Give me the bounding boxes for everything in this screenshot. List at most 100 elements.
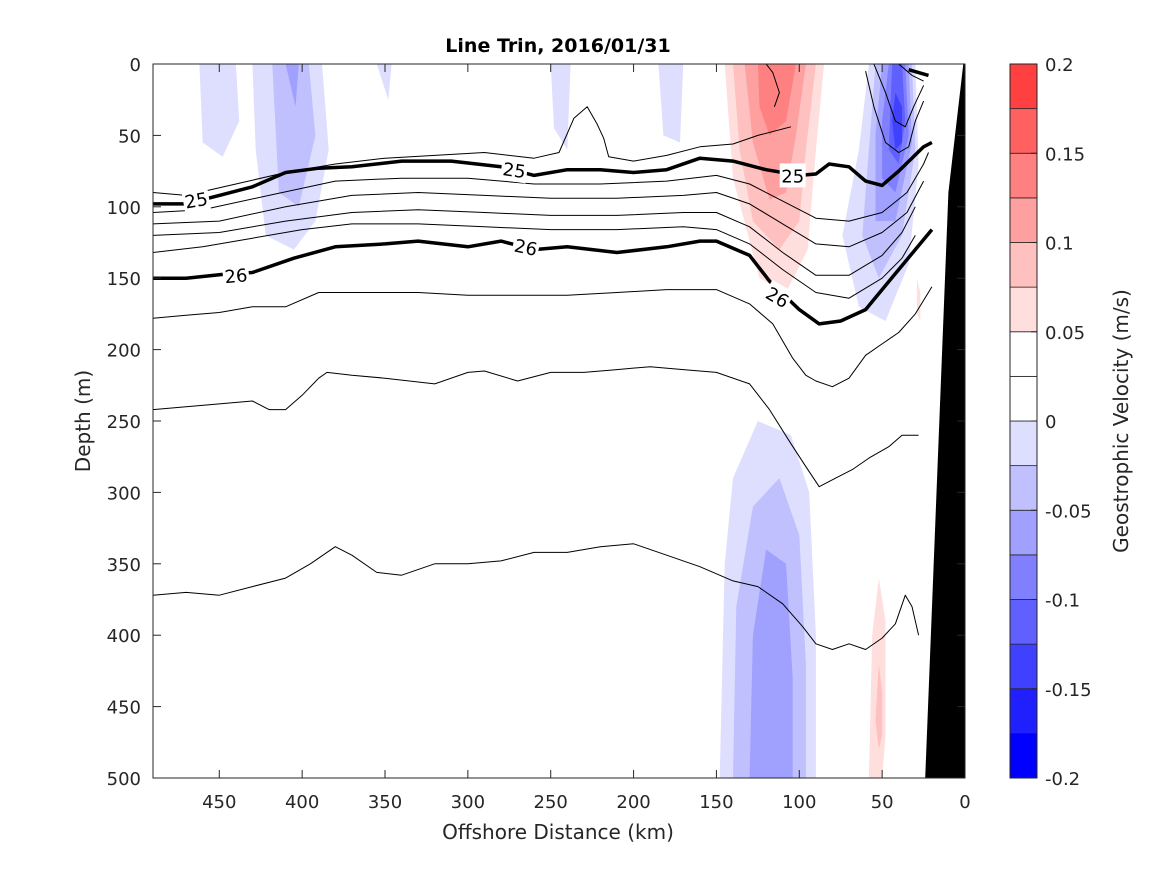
colorbar-swatches <box>1009 63 1038 779</box>
y-tick-label: 0 <box>130 55 141 76</box>
colorbar-tick-label: 0 <box>1045 412 1056 433</box>
colorbar-swatch <box>1009 420 1038 467</box>
isopycnal-line <box>153 223 916 299</box>
colorbar-frame <box>1009 63 1038 779</box>
colorbar-swatch <box>1009 554 1038 600</box>
colorbar-tick-label: -0.2 <box>1045 769 1080 790</box>
x-tick-label: 350 <box>368 792 402 813</box>
contour-label-text: 25 <box>183 189 209 214</box>
contour-label: 25 <box>499 156 529 184</box>
isopycnal-line <box>765 64 780 107</box>
y-tick-label: 350 <box>107 555 141 576</box>
velocity-region <box>199 64 240 157</box>
contour-label: 25 <box>181 185 211 214</box>
y-tick-label: 400 <box>107 626 141 647</box>
colorbar-swatch <box>1009 242 1038 288</box>
isopycnal-line <box>898 64 924 82</box>
x-tick-label: 100 <box>782 792 816 813</box>
velocity-region <box>260 428 309 778</box>
contour-label-background <box>760 279 795 314</box>
chart-title: Line Trin, 2016/01/31 <box>445 35 670 57</box>
isopycnal-line <box>153 180 925 248</box>
velocity-region <box>285 64 299 107</box>
x-tick-label: 150 <box>699 792 733 813</box>
y-tick-label: 200 <box>107 341 141 362</box>
contour-label-background <box>181 185 211 214</box>
colorbar-tick-label: 0.15 <box>1045 144 1085 165</box>
colorbar-tick-label: 0.1 <box>1045 234 1074 255</box>
colorbar-swatch <box>1009 286 1038 333</box>
colorbar-swatch <box>1009 152 1038 199</box>
contour-label-text: 25 <box>781 166 804 187</box>
isopycnal-line <box>873 64 925 128</box>
colorbar-swatch <box>1009 688 1038 734</box>
contour-label-text: 25 <box>501 159 527 183</box>
velocity-region <box>550 64 571 150</box>
y-tick-label: 150 <box>107 269 141 290</box>
y-tick-label: 50 <box>118 126 141 147</box>
colorbar-tick-label: -0.15 <box>1045 680 1092 701</box>
contour-label: 26 <box>221 262 250 289</box>
velocity-field <box>199 64 922 778</box>
contour-label-background <box>779 163 806 188</box>
y-tick-label: 500 <box>107 769 141 790</box>
contour-label: 26 <box>510 232 542 262</box>
isopycnal-line <box>153 228 934 326</box>
colorbar-swatch <box>1009 599 1038 645</box>
colorbar-swatch <box>1009 465 1038 511</box>
colorbar-tick-label: -0.1 <box>1045 591 1080 612</box>
isopycnal-line <box>153 286 933 388</box>
x-tick-label: 300 <box>451 792 485 813</box>
x-axis: 450 400 350 300 250 200 150 100 50 0 <box>202 64 971 813</box>
colorbar: 0.2 0.15 0.1 0.05 0 -0.05 -0.1 -0.15 -0.2 <box>1009 55 1092 790</box>
y-tick-label: 450 <box>107 698 141 719</box>
y-axis-title: Depth (m) <box>71 370 95 472</box>
x-tick-label: 50 <box>871 792 894 813</box>
colorbar-swatch <box>1009 63 1038 110</box>
colorbar-swatch <box>1009 197 1038 243</box>
contour-label-text: 26 <box>512 236 539 261</box>
isopycnal-line <box>153 206 916 276</box>
x-tick-label: 450 <box>202 792 236 813</box>
velocity-region <box>749 549 793 778</box>
velocity-region <box>335 64 356 107</box>
colorbar-tick-label: 0.05 <box>1045 323 1085 344</box>
x-tick-label: 400 <box>285 792 319 813</box>
contour-label-background <box>499 156 529 184</box>
isopycnal-line <box>153 152 929 222</box>
colorbar-swatch <box>1009 643 1038 690</box>
contour-label-text: 26 <box>224 265 249 288</box>
colorbar-title: Geostrophic Velocity (m/s) <box>1109 289 1133 553</box>
isopycnal-line <box>153 140 933 206</box>
velocity-region <box>492 64 518 150</box>
x-axis-title: Offshore Distance (km) <box>442 820 674 844</box>
isopycnal-line <box>153 543 920 650</box>
y-axis: 0 50 100 150 200 250 300 350 400 450 500 <box>107 55 965 790</box>
y-tick-label: 250 <box>107 412 141 433</box>
isopycnal-line <box>908 68 929 78</box>
isopycnal-line <box>865 70 925 153</box>
velocity-region <box>376 64 392 100</box>
bathymetry-layer <box>925 64 965 778</box>
contour-label: 25 <box>779 163 806 188</box>
plot-frame <box>152 63 966 779</box>
contour-label-background <box>221 262 250 289</box>
colorbar-tick-label: -0.05 <box>1045 501 1092 522</box>
colorbar-swatch <box>1009 331 1038 377</box>
colorbar-swatch <box>1009 375 1038 422</box>
velocity-region <box>658 64 684 143</box>
y-tick-label: 100 <box>107 198 141 219</box>
y-tick-label: 300 <box>107 483 141 504</box>
contour-label-background <box>510 232 542 262</box>
isopycnal-line <box>153 366 919 488</box>
x-tick-label: 0 <box>959 792 970 813</box>
colorbar-ticks: 0.2 0.15 0.1 0.05 0 -0.05 -0.1 -0.15 -0.2 <box>1031 55 1092 790</box>
colorbar-swatch <box>1009 108 1038 154</box>
x-tick-label: 250 <box>534 792 568 813</box>
seafloor <box>925 64 965 778</box>
density-contours <box>153 64 934 650</box>
colorbar-tick-label: 0.2 <box>1045 55 1074 76</box>
